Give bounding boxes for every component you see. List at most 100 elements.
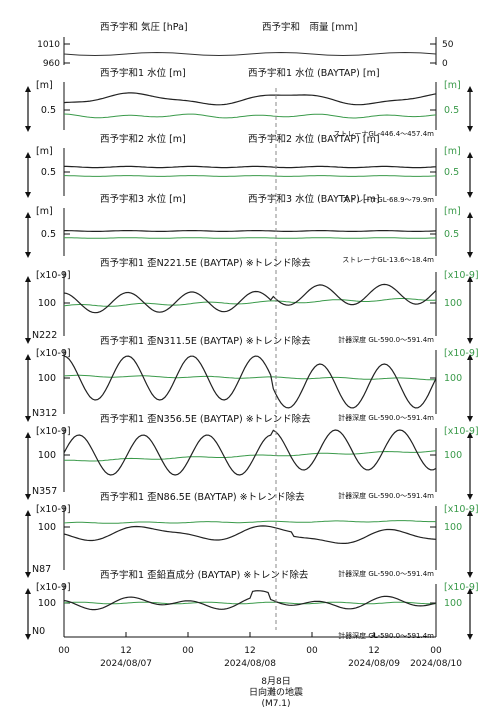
panel-8-black-series xyxy=(63,590,437,611)
event-label-line3: (M7.1) xyxy=(261,699,290,709)
panel-6-right-arrow-down-head xyxy=(467,494,473,500)
panel-1-note: ストレーナGL-446.4〜457.4m xyxy=(333,130,434,138)
panel-7-black-series xyxy=(63,525,437,544)
panel-7-title-left: 西予宇和1 歪N86.5E (BAYTAP) ※トレンド除去 xyxy=(100,491,305,503)
panel-2: 西予宇和2 水位 [m] 西予宇和2 水位 (BAYTAP) [m] [m] [m] 0… xyxy=(25,133,473,204)
panel-3-green-series xyxy=(64,237,437,239)
panel-4-left-arrow-up-head xyxy=(25,276,31,282)
panel-3-left-arrow-down-head xyxy=(25,252,31,258)
panel-3-title-left: 西予宇和3 水位 [m] xyxy=(100,193,186,205)
panel-1-title-left: 西予宇和1 水位 [m] xyxy=(100,67,186,79)
panel-2-title-right: 西予宇和2 水位 (BAYTAP) [m] xyxy=(248,133,380,145)
panel-2-left-arrow-up-head xyxy=(25,152,31,158)
panel-5-tick-right: 100 xyxy=(444,373,462,384)
panel-6-left-arrow-down-head xyxy=(25,494,31,500)
date-label-3: 2024/08/10 xyxy=(410,659,462,669)
pressure-line xyxy=(63,51,437,57)
panel-6-black-series xyxy=(63,429,437,476)
panel-1-left-arrow-up-head xyxy=(25,86,31,92)
panel-6-title-left: 西予宇和1 歪N356.5E (BAYTAP) ※トレンド除去 xyxy=(100,413,311,425)
panel-7-right-arrow-down-head xyxy=(467,572,473,578)
top-right-tick-label-1: 50 xyxy=(442,40,454,50)
x-tick-label-3: 12 xyxy=(244,646,255,656)
panel-5-tick-left: 100 xyxy=(38,373,56,384)
panel-4-right-arrow-down-head xyxy=(467,338,473,344)
panel-2-unit-right: [m] xyxy=(444,146,461,157)
panel-1-tick-left: 0.5 xyxy=(41,105,56,116)
panel-4-left-arrow-down-head xyxy=(25,338,31,344)
event-label: 8月8日 日向灘の地震 (M7.1) xyxy=(249,676,303,709)
panel-3-tick-right: 0.5 xyxy=(444,229,459,240)
panel-4-code: N222 xyxy=(32,330,57,341)
panel-7-unit-right: [x10-9] xyxy=(444,504,479,515)
panel-3-title-right: 西予宇和3 水位 (BAYTAP) [m] xyxy=(248,193,380,205)
panel-3: 西予宇和3 水位 [m] 西予宇和3 水位 (BAYTAP) [m] [m] [m] 0… xyxy=(25,193,473,264)
panel-3-black-series xyxy=(64,230,437,232)
panel-2-tick-left: 0.5 xyxy=(41,167,56,178)
panel-6-right-arrow-up-head xyxy=(467,432,473,438)
x-axis: 00 12 00 12 00 12 00 2024/08/07 2024/08/… xyxy=(58,632,462,669)
panel-4-green-series xyxy=(63,298,437,307)
panel-2-unit-left: [m] xyxy=(36,146,53,157)
panel-1-tick-right: 0.5 xyxy=(444,105,459,116)
panel-6-tick-right: 100 xyxy=(444,450,462,461)
x-tick-label-6: 00 xyxy=(430,646,442,656)
panel-3-note: ストレーナGL-13.6〜18.4m xyxy=(342,256,434,264)
panel-8-green-series xyxy=(63,601,437,605)
panel-6: 西予宇和1 歪N356.5E (BAYTAP) ※トレンド除去 [x10-9] [x… xyxy=(25,413,479,500)
panel-5: 西予宇和1 歪N311.5E (BAYTAP) ※トレンド除去 [x10-9] [x… xyxy=(25,335,479,422)
panel-8-title-left: 西予宇和1 歪鉛直成分 (BAYTAP) ※トレンド除去 xyxy=(100,569,309,581)
panel-7: 西予宇和1 歪N86.5E (BAYTAP) ※トレンド除去 [x10-9] [x1… xyxy=(25,491,479,578)
top-title-left: 西予宇和 気圧 [hPa] xyxy=(100,21,188,33)
panel-6-tick-left: 100 xyxy=(38,450,56,461)
panel-1-right-arrow-down-head xyxy=(467,126,473,132)
panel-5-green-series xyxy=(63,374,437,381)
panel-5-note: 計器深度 GL-590.0〜591.4m xyxy=(338,413,434,422)
panel-2-note: ストレーナGL-68.9〜79.9m xyxy=(342,196,434,204)
panel-8-tick-left: 100 xyxy=(38,598,56,609)
panel-5-title-left: 西予宇和1 歪N311.5E (BAYTAP) ※トレンド除去 xyxy=(100,335,311,347)
panel-1-green-series xyxy=(63,113,437,119)
panel-6-code: N357 xyxy=(32,486,57,497)
panel-6-note: 計器深度 GL-590.0〜591.4m xyxy=(338,491,434,500)
panel-5-left-arrow-up-head xyxy=(25,354,31,360)
panel-4-note: 計器深度 GL-590.0〜591.4m xyxy=(338,335,434,344)
panel-2-left-arrow-down-head xyxy=(25,192,31,198)
panel-3-unit-left: [m] xyxy=(36,206,53,217)
panel-1-title-right: 西予宇和1 水位 (BAYTAP) [m] xyxy=(248,67,380,79)
x-tick-label-1: 12 xyxy=(120,646,131,656)
panel-4-tick-left: 100 xyxy=(38,298,56,309)
panel-2-tick-right: 0.5 xyxy=(444,167,459,178)
panel-8-right-arrow-down-head xyxy=(467,634,473,640)
panel-2-green-series xyxy=(64,175,437,177)
panel-7-code: N87 xyxy=(32,564,51,575)
panel-6-left-arrow-up-head xyxy=(25,432,31,438)
panel-8-code: N0 xyxy=(32,626,45,637)
panel-8-left-arrow-down-head xyxy=(25,634,31,640)
top-right-tick-label-2: 0 xyxy=(442,59,448,69)
panel-8-unit-right: [x10-9] xyxy=(444,582,479,593)
panel-7-right-arrow-up-head xyxy=(467,510,473,516)
panel-8: 西予宇和1 歪鉛直成分 (BAYTAP) ※トレンド除去 [x10-9] [x10-… xyxy=(25,569,479,640)
panel-5-right-arrow-up-head xyxy=(467,354,473,360)
panels: 西予宇和1 水位 [m] 西予宇和1 水位 (BAYTAP) [m] [m] [m] 0… xyxy=(25,67,479,640)
panel-7-left-arrow-down-head xyxy=(25,572,31,578)
panel-3-right-arrow-up-head xyxy=(467,212,473,218)
panel-7-left-arrow-up-head xyxy=(25,510,31,516)
panel-4-tick-right: 100 xyxy=(444,298,462,309)
date-label-2: 2024/08/09 xyxy=(348,659,400,669)
panel-6-green-series xyxy=(64,450,437,462)
panel-4: 西予宇和1 歪N221.5E (BAYTAP) ※トレンド除去 [x10-9] [x… xyxy=(25,257,479,344)
panel-8-left-arrow-up-head xyxy=(25,588,31,594)
panel-5-left-arrow-down-head xyxy=(25,416,31,422)
panel-2-right-arrow-down-head xyxy=(467,192,473,198)
panel-5-black-series xyxy=(63,355,437,409)
panel-5-unit-left: [x10-9] xyxy=(36,348,71,359)
event-label-line1: 8月8日 xyxy=(261,676,290,687)
panel-4-unit-left: [x10-9] xyxy=(36,270,71,281)
panel-4-title-left: 西予宇和1 歪N221.5E (BAYTAP) ※トレンド除去 xyxy=(100,257,311,269)
x-tick-label-4: 00 xyxy=(306,646,318,656)
panel-3-tick-left: 0.5 xyxy=(41,229,56,240)
panel-1-unit-right: [m] xyxy=(444,80,461,91)
